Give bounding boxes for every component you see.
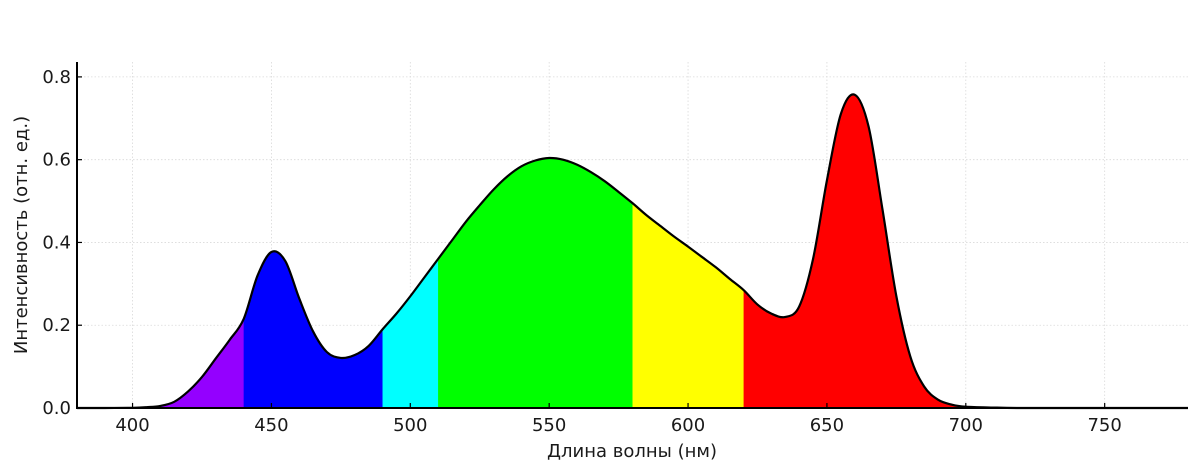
x-tick-label: 550 [532,415,566,436]
x-tick-label: 500 [393,415,427,436]
x-tick-label: 600 [671,415,705,436]
x-axis-ticks: 400 450 500 550 600 650 700 750 [115,403,1122,436]
band-blue [243,94,384,408]
axes [76,62,1188,409]
x-tick-label: 700 [949,415,983,436]
y-tick-label: 0.2 [42,315,71,336]
color-bands [77,94,1188,408]
y-tick-label: 0.4 [42,232,71,253]
y-tick-label: 0.6 [42,150,71,171]
y-axis-label: Интенсивность (отн. ед.) [11,116,32,354]
x-tick-label: 450 [254,415,288,436]
x-tick-label: 750 [1087,415,1121,436]
band-violet [77,94,245,408]
y-tick-label: 0.8 [42,67,71,88]
x-tick-label: 400 [115,415,149,436]
x-axis-label: Длина волны (нм) [547,441,717,462]
x-tick-label: 650 [810,415,844,436]
band-green [438,94,633,408]
y-tick-label: 0.0 [42,398,71,419]
spectrum-curve [77,93,1188,410]
y-axis-ticks: 0.0 0.2 0.4 0.6 0.8 [42,67,82,419]
